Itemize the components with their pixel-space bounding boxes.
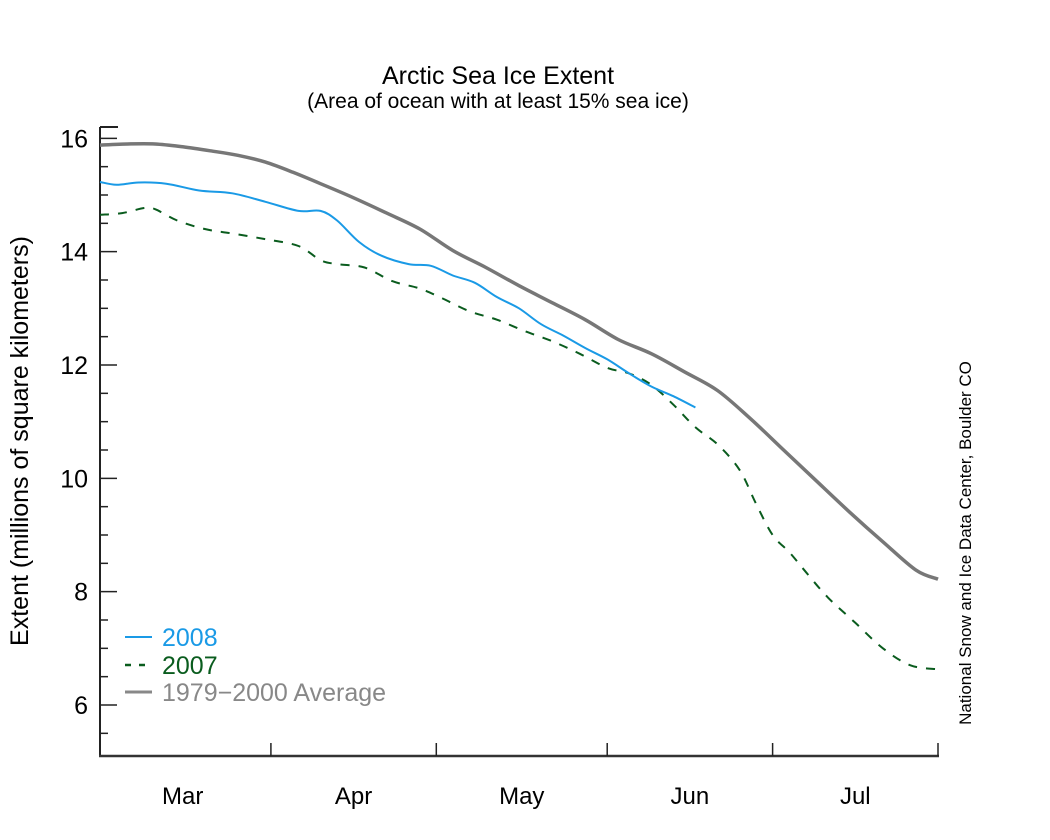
legend-label-average: 1979−2000 Average [162,679,386,707]
x-tick-label-apr: Apr [335,783,372,810]
axes [99,126,939,758]
chart-subtitle: (Area of ocean with at least 15% sea ice… [307,90,689,113]
legend-item-average: 1979−2000 Average [125,679,386,707]
x-ticks: Mar Apr May Jun Jul [162,743,939,810]
series-line-2008 [99,180,696,409]
credit-text: National Snow and Ice Data Center, Bould… [956,361,975,725]
x-tick-label-jul: Jul [840,783,871,810]
y-tick-label: 8 [74,579,88,607]
y-tick-label: 12 [60,352,88,380]
x-tick-label-mar: Mar [162,783,203,810]
x-tick-label-may: May [499,783,544,810]
series-line-2007 [99,206,939,671]
series-line-average [99,141,939,581]
y-ticks: 6 8 10 12 14 16 [60,125,117,735]
legend: 2008 2007 1979−2000 Average [125,624,386,707]
legend-label-2007: 2007 [162,652,218,680]
y-tick-label: 14 [60,239,88,267]
legend-item-2008: 2008 [125,624,218,652]
y-tick-label: 16 [60,125,88,153]
legend-item-2007: 2007 [125,652,218,680]
y-axis-title: Extent (millions of square kilometers) [6,236,34,646]
y-tick-label: 6 [74,692,88,720]
x-tick-label-jun: Jun [671,783,710,810]
y-tick-label: 10 [60,465,88,493]
chart-title: Arctic Sea Ice Extent [382,62,614,90]
legend-label-2008: 2008 [162,624,218,652]
series-layer [99,141,939,671]
